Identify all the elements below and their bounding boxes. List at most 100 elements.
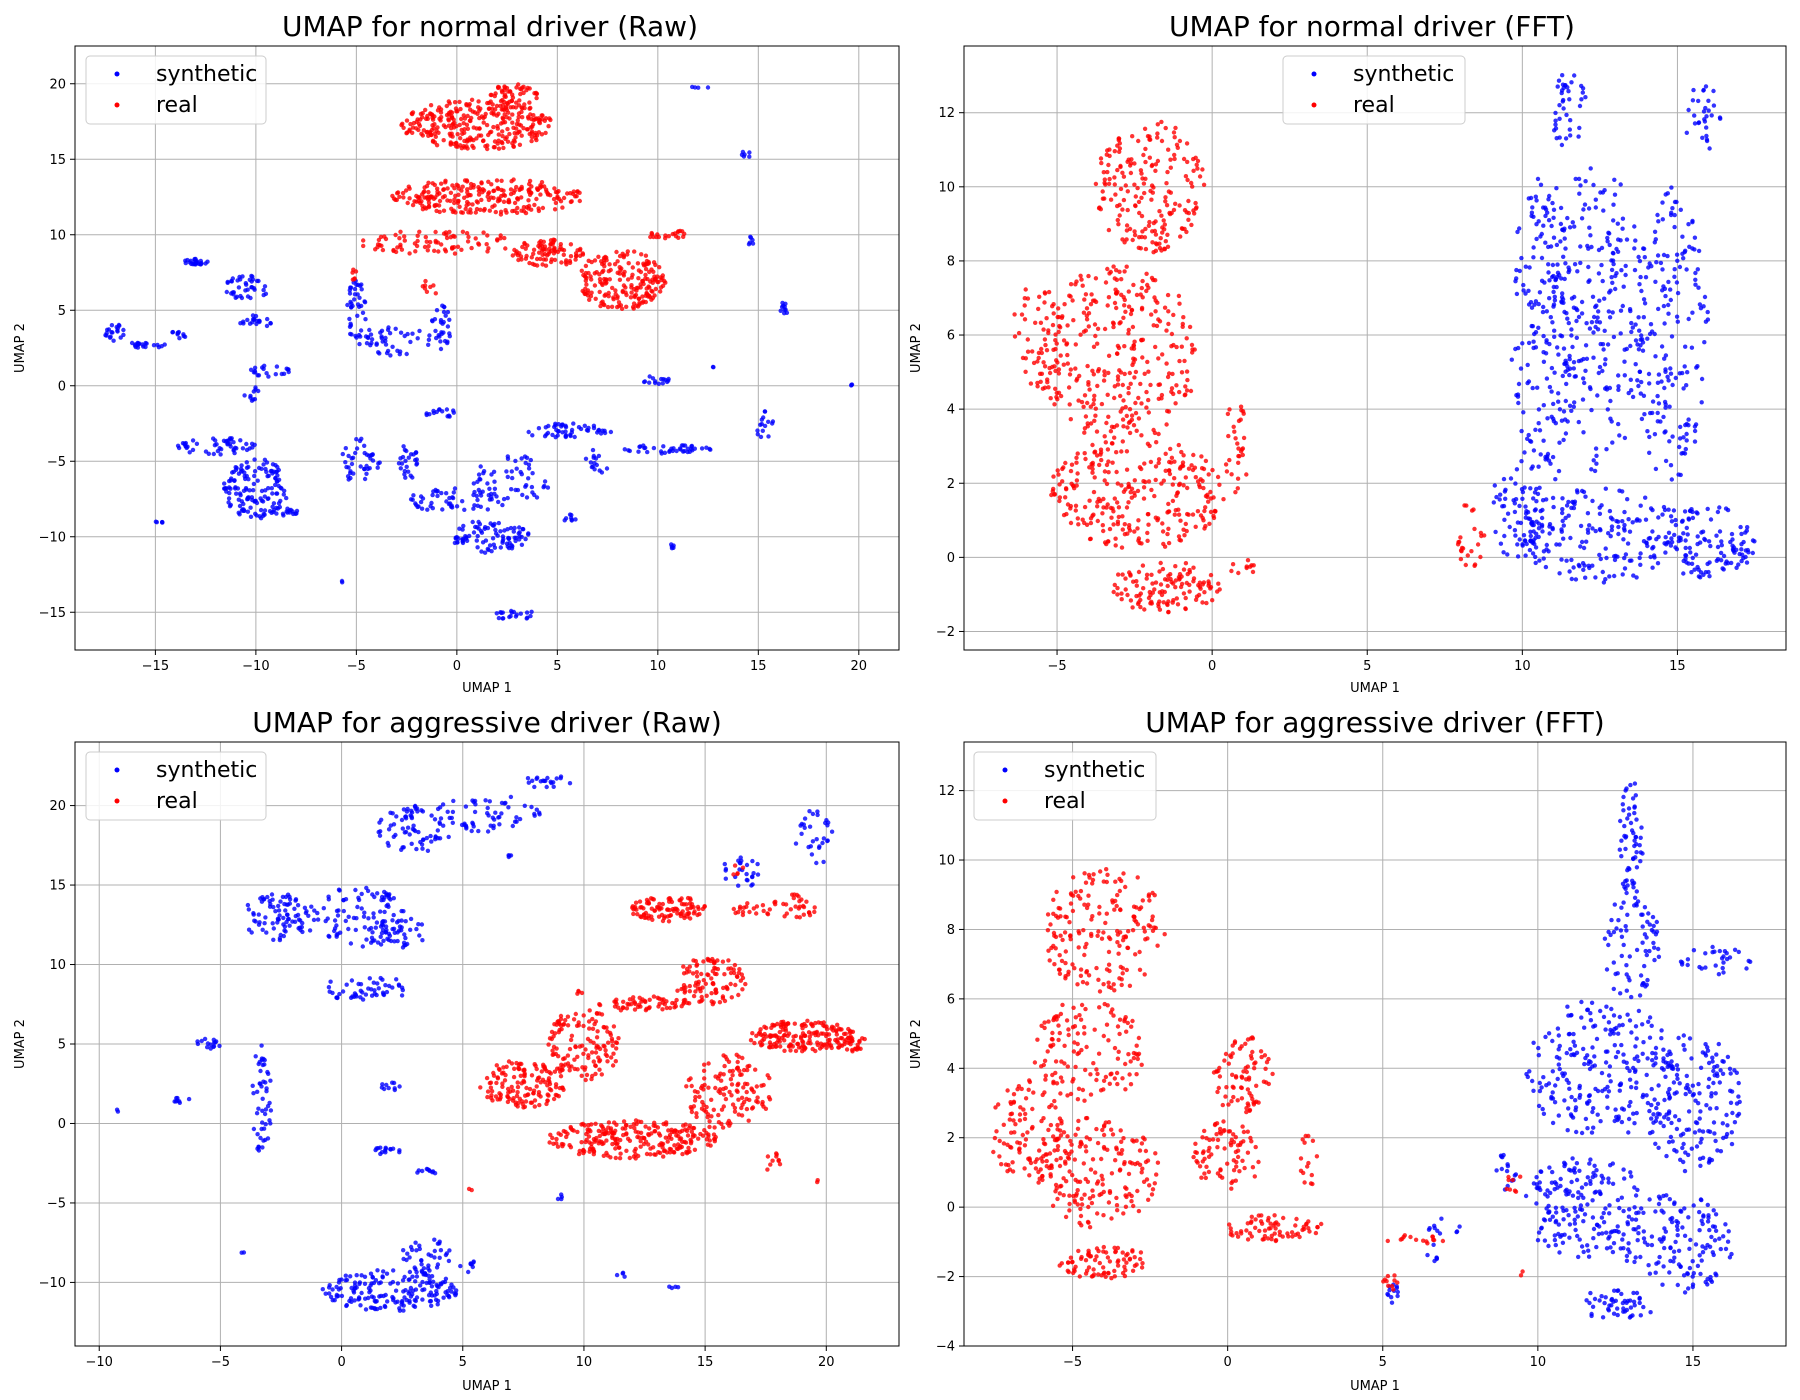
real-point <box>602 264 607 269</box>
synthetic-point <box>1515 542 1520 547</box>
synthetic-point <box>413 1287 419 1292</box>
real-point <box>1145 359 1150 365</box>
real-point <box>1244 472 1249 477</box>
real-point <box>1127 370 1132 376</box>
synthetic-point <box>1559 418 1565 423</box>
synthetic-point <box>502 528 507 533</box>
synthetic-point <box>1587 225 1592 230</box>
synthetic-point <box>489 549 494 554</box>
synthetic-point <box>372 991 377 996</box>
real-point <box>503 136 508 142</box>
synthetic-point <box>1578 183 1583 188</box>
synthetic-point <box>463 804 469 809</box>
synthetic-point <box>1560 291 1565 296</box>
synthetic-point <box>526 476 531 481</box>
real-point <box>1164 361 1169 366</box>
synthetic-point <box>378 1293 384 1299</box>
synthetic-point <box>1683 538 1688 543</box>
real-point <box>1146 522 1151 527</box>
synthetic-point <box>353 887 358 893</box>
synthetic-point <box>291 511 296 517</box>
synthetic-point <box>1641 315 1646 320</box>
real-point <box>475 200 480 205</box>
real-point <box>1208 586 1213 591</box>
synthetic-point <box>383 983 388 988</box>
synthetic-point <box>1611 202 1616 207</box>
synthetic-point <box>384 1271 390 1276</box>
real-point <box>1144 572 1150 577</box>
real-point <box>1230 562 1236 567</box>
synthetic-point <box>1543 213 1548 219</box>
real-point <box>1097 462 1102 468</box>
real-point <box>436 249 441 254</box>
real-point <box>1163 195 1168 200</box>
synthetic-point <box>1558 221 1564 227</box>
synthetic-point <box>1611 334 1617 340</box>
synthetic-point <box>748 234 753 239</box>
real-point <box>380 247 386 253</box>
real-point <box>1091 512 1096 517</box>
synthetic-point <box>408 813 413 818</box>
synthetic-point <box>1618 182 1623 187</box>
synthetic-point <box>1533 427 1538 432</box>
synthetic-point <box>1610 440 1615 445</box>
real-point <box>1074 455 1079 460</box>
real-point <box>1152 587 1157 592</box>
real-point <box>1166 309 1171 314</box>
synthetic-point <box>185 444 190 449</box>
synthetic-point <box>437 1239 442 1244</box>
synthetic-point <box>475 497 480 503</box>
real-point <box>1115 351 1120 356</box>
synthetic-point <box>368 1305 374 1310</box>
real-point <box>1073 508 1078 513</box>
real-point <box>613 288 618 293</box>
real-point <box>1025 349 1031 354</box>
synthetic-point <box>1531 496 1536 501</box>
real-point <box>501 188 506 193</box>
synthetic-point <box>1620 226 1625 231</box>
synthetic-point <box>379 931 385 936</box>
synthetic-point <box>107 335 113 340</box>
synthetic-point <box>1642 255 1647 260</box>
real-point <box>469 97 475 103</box>
real-point <box>464 231 470 236</box>
synthetic-point <box>1581 545 1587 551</box>
synthetic-point <box>492 491 497 496</box>
synthetic-point <box>1519 428 1524 434</box>
real-point <box>1061 338 1067 343</box>
real-point <box>645 292 651 298</box>
synthetic-point <box>1528 533 1533 539</box>
synthetic-point <box>1549 414 1554 419</box>
real-point <box>1166 599 1171 604</box>
synthetic-point <box>481 469 487 474</box>
synthetic-point <box>253 511 258 516</box>
real-point <box>583 286 588 291</box>
synthetic-point <box>278 899 283 904</box>
synthetic-point <box>401 1248 406 1253</box>
synthetic-point <box>359 891 364 897</box>
synthetic-point <box>231 440 236 445</box>
synthetic-point <box>1724 559 1729 564</box>
synthetic-point <box>343 1273 348 1278</box>
real-point <box>1482 533 1487 538</box>
real-point <box>1082 451 1087 456</box>
synthetic-point <box>354 437 359 442</box>
synthetic-point <box>815 809 820 814</box>
synthetic-point <box>379 894 385 900</box>
synthetic-point <box>755 432 760 437</box>
real-point <box>1138 597 1143 603</box>
real-point <box>1199 454 1204 459</box>
synthetic-point <box>397 1148 402 1153</box>
real-point <box>1130 362 1135 368</box>
real-point <box>1088 302 1094 307</box>
synthetic-point <box>1578 523 1584 529</box>
real-point <box>1104 462 1110 468</box>
synthetic-point <box>1557 135 1562 140</box>
synthetic-point <box>1609 258 1614 263</box>
synthetic-point <box>401 1308 406 1313</box>
legend-marker-synthetic <box>114 71 120 77</box>
synthetic-point <box>406 455 411 460</box>
synthetic-point <box>1614 246 1619 252</box>
real-point <box>1239 408 1244 413</box>
y-tick-label: −15 <box>39 606 66 621</box>
